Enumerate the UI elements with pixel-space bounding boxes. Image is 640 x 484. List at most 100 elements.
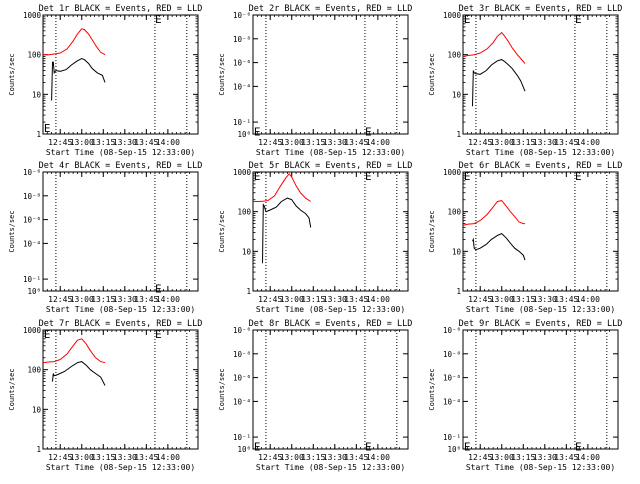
x-tick-label: 13:15: [301, 295, 325, 304]
y-tick-label: 10: [452, 247, 462, 256]
energy-marker-E: E: [254, 126, 261, 139]
x-tick-label: 13:00: [490, 453, 514, 462]
y-tick-label: 100: [237, 208, 251, 217]
x-tick-label: 13:30: [323, 453, 347, 462]
x-tick-label: 13:15: [301, 453, 325, 462]
y-tick-label: 10⁻¹: [23, 275, 41, 284]
y-tick-label: 10: [242, 247, 252, 256]
y-tick-label: 10⁻¹: [233, 433, 251, 442]
plot-frame: [42, 329, 199, 450]
energy-marker-E: E: [365, 441, 372, 454]
panel-det-7: Det 7r BLACK = Events, RED = LLD Counts/s…: [8, 319, 202, 472]
y-tick-label: 10⁻¹: [443, 433, 461, 442]
y-axis-label: Counts/sec: [218, 53, 226, 95]
x-tick-label: 13:45: [344, 453, 368, 462]
energy-marker-E: E: [575, 13, 582, 26]
x-tick-label: 14:00: [366, 453, 390, 462]
lld-series-line: [253, 172, 311, 202]
energy-marker-E: E: [365, 170, 372, 183]
x-tick-label: 13:30: [323, 138, 347, 147]
energy-marker-E: E: [254, 441, 261, 454]
panel-title: Det 5r BLACK = Events, RED = LLD: [249, 161, 413, 171]
events-series-line: [472, 233, 526, 261]
x-tick-label: 12:45: [48, 138, 72, 147]
y-tick-label: 10⁻⁴: [443, 397, 461, 406]
panel-title: Det 1r BLACK = Events, RED = LLD: [39, 4, 203, 14]
y-axis-label: Counts/sec: [8, 210, 16, 252]
lld-series-line: [462, 31, 526, 64]
x-axis-label: Start Time (08-Sep-15 12:33:00): [46, 148, 195, 157]
x-tick-label: 13:30: [533, 295, 557, 304]
panel-title: Det 8r BLACK = Events, RED = LLD: [249, 319, 413, 329]
x-axis-label: Start Time (08-Sep-15 12:33:00): [46, 305, 195, 314]
y-tick-label: 1: [36, 130, 41, 139]
x-tick-label: 14:00: [156, 138, 180, 147]
panel-det-8: Det 8r BLACK = Events, RED = LLD Counts/s…: [218, 319, 412, 472]
events-series-line: [52, 361, 106, 386]
lld-series-line: [43, 28, 106, 56]
y-tick-label: 10⁻⁴: [233, 82, 251, 91]
lld-series-line: [42, 338, 106, 364]
y-axis-label: Counts/sec: [218, 210, 226, 252]
y-axis-label: Counts/sec: [428, 210, 436, 252]
y-tick-label: 10⁻⁴: [233, 397, 251, 406]
y-tick-label: 1000: [233, 168, 252, 177]
panel-det-1: Det 1r BLACK = Events, RED = LLD Counts/s…: [8, 4, 202, 157]
y-tick-label: 10⁻⁶: [23, 216, 41, 225]
x-tick-label: 14:00: [366, 295, 390, 304]
y-tick-label: 10⁰: [237, 130, 251, 139]
y-tick-label: 1000: [23, 11, 42, 20]
x-tick-label: 13:45: [134, 453, 158, 462]
y-tick-label: 10⁻⁶: [233, 326, 251, 335]
energy-marker-E: E: [575, 441, 582, 454]
panel-title: Det 6r BLACK = Events, RED = LLD: [459, 161, 623, 171]
panel-det-4: Det 4r BLACK = Events, RED = LLD Counts/s…: [8, 161, 202, 314]
x-tick-label: 13:30: [113, 453, 137, 462]
x-axis-label: Start Time (08-Sep-15 12:33:00): [256, 148, 405, 157]
x-tick-label: 13:30: [533, 453, 557, 462]
x-tick-label: 13:00: [490, 295, 514, 304]
x-tick-label: 13:00: [280, 453, 304, 462]
y-tick-label: 100: [447, 208, 461, 217]
x-tick-label: 14:00: [576, 295, 600, 304]
y-tick-label: 1000: [443, 11, 462, 20]
y-tick-label: 1000: [443, 168, 462, 177]
y-tick-label: 10⁻⁶: [233, 11, 251, 20]
x-tick-label: 13:30: [113, 295, 137, 304]
x-tick-label: 13:00: [280, 138, 304, 147]
y-axis-label: Counts/sec: [218, 368, 226, 410]
x-tick-label: 12:45: [468, 138, 492, 147]
y-tick-label: 1000: [23, 326, 42, 335]
plot-frame: [252, 329, 409, 450]
panel-det-9: Det 9r BLACK = Events, RED = LLD Counts/s…: [428, 319, 622, 472]
y-axis-label: Counts/sec: [428, 53, 436, 95]
x-tick-label: 13:30: [113, 138, 137, 147]
y-tick-label: 10⁻⁶: [23, 168, 41, 177]
x-tick-label: 13:00: [70, 453, 94, 462]
y-tick-label: 10⁻⁶: [443, 374, 461, 383]
x-tick-label: 13:15: [91, 295, 115, 304]
plot-frame: [42, 14, 199, 135]
energy-marker-E: E: [44, 122, 51, 135]
energy-marker-E: E: [155, 283, 162, 296]
y-tick-label: 1: [36, 445, 41, 454]
energy-marker-E: E: [155, 13, 162, 26]
x-tick-label: 13:45: [554, 295, 578, 304]
y-tick-label: 10: [32, 90, 42, 99]
x-tick-label: 12:45: [48, 295, 72, 304]
x-tick-label: 13:00: [490, 138, 514, 147]
y-tick-label: 10⁰: [237, 445, 251, 454]
panel-det-6: Det 6r BLACK = Events, RED = LLD Counts/s…: [428, 161, 622, 314]
panel-title: Det 9r BLACK = Events, RED = LLD: [459, 319, 623, 329]
x-tick-label: 13:15: [91, 138, 115, 147]
x-tick-label: 14:00: [576, 138, 600, 147]
plot-frame: [42, 171, 199, 292]
events-series-line: [51, 57, 106, 101]
y-tick-label: 10⁻⁸: [233, 350, 251, 359]
y-tick-label: 10⁻⁴: [23, 239, 41, 248]
x-tick-label: 12:45: [258, 295, 282, 304]
y-tick-label: 100: [27, 366, 41, 375]
x-tick-label: 13:45: [554, 138, 578, 147]
energy-marker-E: E: [464, 441, 471, 454]
y-tick-label: 100: [27, 51, 41, 60]
